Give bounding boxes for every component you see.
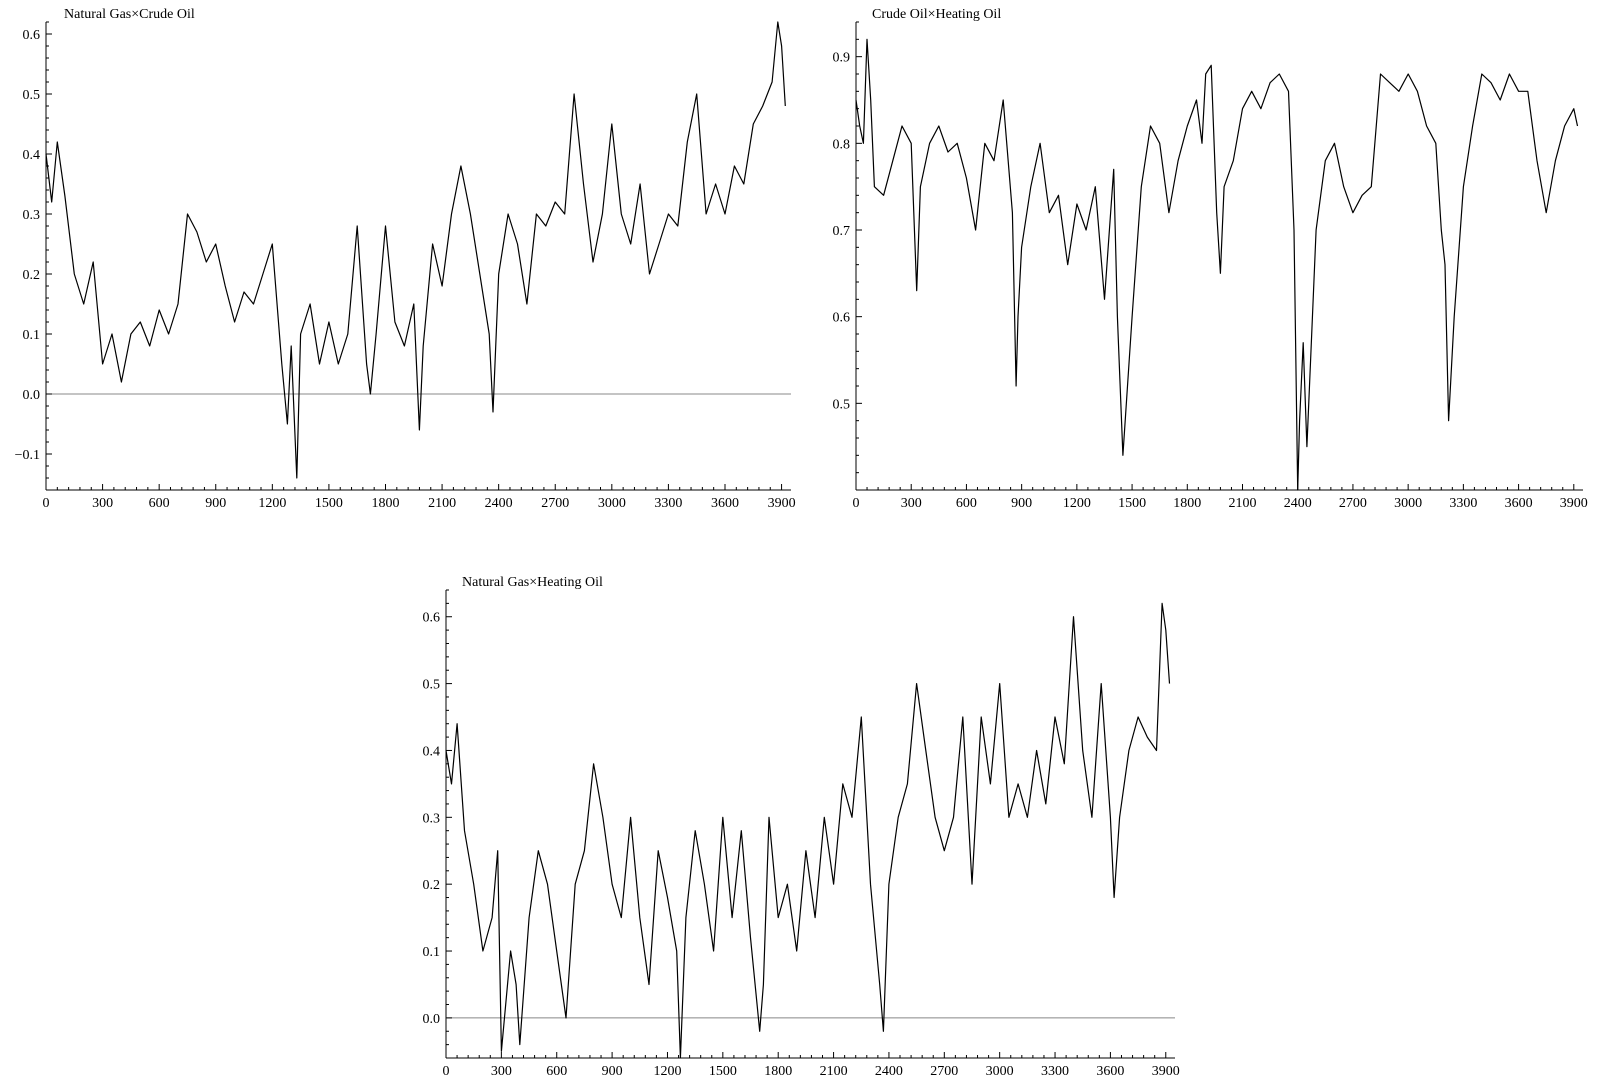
y-tick-label: 0.0	[423, 1012, 441, 1027]
x-tick-label: 1800	[764, 1064, 792, 1079]
x-tick-label: 2700	[1339, 496, 1367, 511]
x-tick-label: 3000	[1394, 496, 1422, 511]
x-tick-label: 900	[205, 496, 226, 511]
x-tick-label: 3900	[1152, 1064, 1180, 1079]
chart-panel-1: Natural Gas×Crude Oil 0 300 600 900 1200 1500 1…	[15, 7, 796, 511]
chart-title: Crude Oil×Heating Oil	[872, 7, 1001, 22]
y-tick-label: 0.5	[23, 88, 41, 103]
y-tick-label: 0.5	[423, 678, 441, 693]
y-tick-label: 0.5	[833, 397, 851, 412]
series-line	[445, 602, 1171, 1059]
x-tick-label: 900	[602, 1064, 623, 1079]
x-tick-label: 1800	[371, 496, 399, 511]
x-tick-label: 0	[43, 496, 50, 511]
x-tick-label: 1500	[1118, 496, 1146, 511]
x-tick-label: 1800	[1173, 496, 1201, 511]
series-line	[855, 38, 1579, 491]
x-tick-label: 3000	[598, 496, 626, 511]
x-tick-label: 3600	[711, 496, 739, 511]
y-tick-label: 0.4	[423, 744, 441, 759]
y-tick-label: 0.7	[833, 224, 851, 239]
x-tick-label: 1200	[1063, 496, 1091, 511]
x-tick-label: 1500	[709, 1064, 737, 1079]
x-tick-label: 900	[1011, 496, 1032, 511]
y-tick-label: 0.6	[833, 311, 851, 326]
x-tick-label: 0	[443, 1064, 450, 1079]
y-tick-label: 0.2	[23, 268, 41, 283]
x-tick-label: 2100	[820, 1064, 848, 1079]
x-tick-label: 0	[853, 496, 860, 511]
series-line	[45, 21, 786, 479]
x-tick-label: 300	[901, 496, 922, 511]
y-tick-label: 0.9	[833, 51, 851, 66]
chart-panel-3: Natural Gas×Heating Oil 0 300 600 900 1200 150…	[423, 575, 1180, 1079]
x-tick-label: 300	[92, 496, 113, 511]
y-tick-label: −0.1	[15, 448, 40, 463]
x-tick-label: 1500	[315, 496, 343, 511]
x-tick-label: 3000	[986, 1064, 1014, 1079]
x-tick-label: 600	[149, 496, 170, 511]
x-tick-label: 1200	[653, 1064, 681, 1079]
x-tick-label: 3300	[654, 496, 682, 511]
x-tick-label: 3600	[1096, 1064, 1124, 1079]
x-tick-label: 3900	[768, 496, 796, 511]
x-tick-label: 3600	[1505, 496, 1533, 511]
x-tick-label: 2400	[875, 1064, 903, 1079]
x-tick-label: 1200	[258, 496, 286, 511]
x-tick-label: 3300	[1041, 1064, 1069, 1079]
y-tick-label: 0.3	[423, 811, 441, 826]
x-tick-label: 3300	[1449, 496, 1477, 511]
chart-panel-2: Crude Oil×Heating Oil 0 300 600 900 1200 1500 1…	[833, 7, 1588, 511]
y-tick-label: 0.6	[23, 28, 41, 43]
x-tick-label: 600	[546, 1064, 567, 1079]
x-tick-label: 2700	[541, 496, 569, 511]
chart-title: Natural Gas×Heating Oil	[462, 575, 603, 590]
y-tick-label: 0.2	[423, 878, 441, 893]
chart-title: Natural Gas×Crude Oil	[64, 7, 195, 22]
y-tick-label: 0.1	[23, 328, 41, 343]
x-tick-label: 2700	[930, 1064, 958, 1079]
x-tick-label: 2100	[428, 496, 456, 511]
x-tick-label: 2100	[1229, 496, 1257, 511]
x-tick-label: 300	[491, 1064, 512, 1079]
y-tick-label: 0.6	[423, 611, 441, 626]
y-tick-label: 0.1	[423, 945, 441, 960]
y-tick-label: 0.0	[23, 388, 41, 403]
x-tick-label: 3900	[1560, 496, 1588, 511]
x-tick-label: 2400	[485, 496, 513, 511]
y-tick-label: 0.4	[23, 148, 41, 163]
y-tick-label: 0.3	[23, 208, 41, 223]
y-tick-label: 0.8	[833, 137, 851, 152]
x-tick-label: 2400	[1284, 496, 1312, 511]
x-tick-label: 600	[956, 496, 977, 511]
